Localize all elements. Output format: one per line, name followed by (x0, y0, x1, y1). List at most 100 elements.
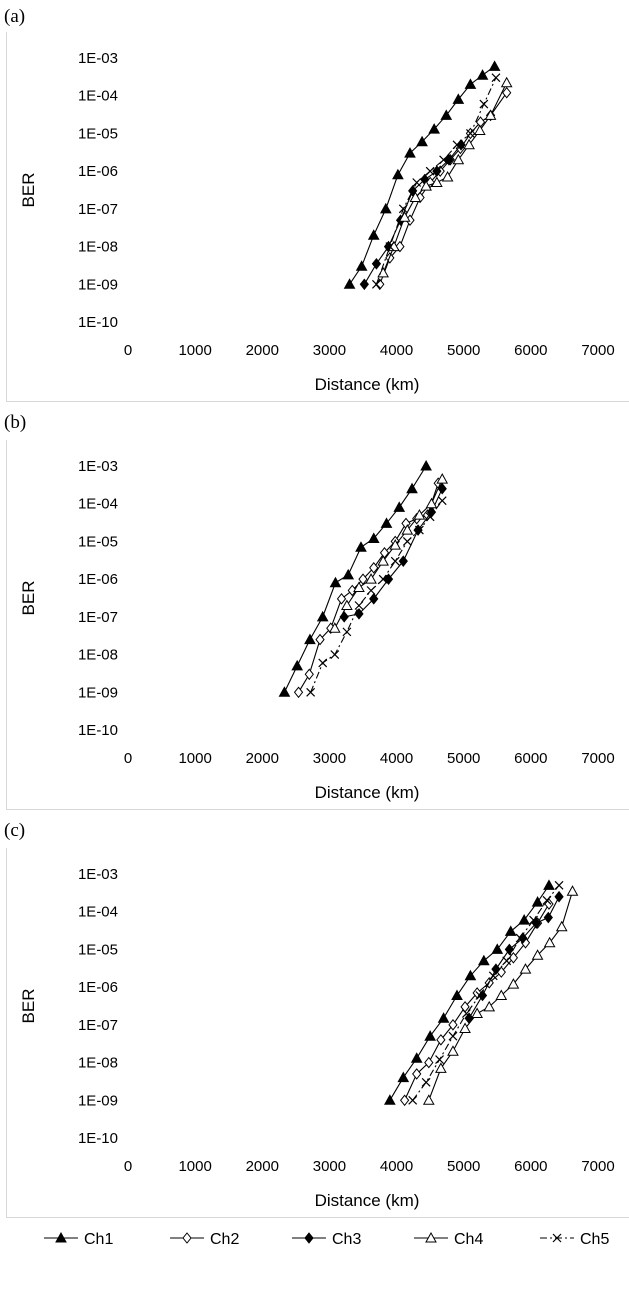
data-point-ch4 (459, 1022, 471, 1034)
series-ch2 (293, 477, 443, 699)
series-ch1 (343, 60, 501, 289)
x-tick-label: 7000 (581, 750, 614, 767)
x-axis-label: Distance (km) (315, 783, 420, 802)
series-ch3 (464, 890, 564, 1025)
data-point-ch1 (464, 78, 477, 89)
data-point-ch1 (392, 168, 404, 180)
y-tick-label: 1E-05 (78, 533, 118, 550)
data-point-ch1 (424, 1030, 436, 1041)
data-point-ch4 (441, 170, 454, 182)
data-point-ch3 (383, 573, 394, 585)
x-tick-label: 4000 (380, 342, 413, 359)
x-tick-label: 0 (124, 1158, 132, 1175)
y-tick-label: 1E-08 (78, 647, 118, 664)
data-point-ch1 (379, 202, 392, 214)
x-tick-label: 5000 (447, 750, 480, 767)
data-point-ch5 (378, 574, 388, 584)
data-point-ch4 (431, 176, 443, 187)
data-point-ch2 (304, 668, 314, 681)
data-point-ch2 (448, 1019, 458, 1031)
x-tick-label: 6000 (514, 342, 547, 359)
data-point-ch4 (377, 555, 389, 566)
data-point-ch3 (491, 963, 501, 975)
series-ch4 (328, 473, 449, 633)
data-point-ch4 (500, 76, 513, 88)
data-point-ch1 (367, 229, 380, 240)
x-tick-label: 3000 (313, 342, 346, 359)
data-point-ch5 (491, 73, 501, 83)
x-tick-label: 6000 (514, 750, 547, 767)
y-tick-label: 1E-04 (78, 904, 118, 921)
data-point-ch4 (452, 153, 465, 165)
data-point-ch3 (444, 153, 454, 166)
data-point-ch2 (293, 686, 304, 699)
y-tick-label: 1E-09 (78, 684, 118, 701)
data-point-ch5 (390, 556, 400, 566)
data-point-ch1 (380, 517, 393, 528)
data-point-ch1 (428, 123, 441, 134)
y-axis-label: BER (19, 989, 38, 1024)
data-point-ch4 (420, 180, 432, 191)
data-point-ch4 (409, 191, 422, 203)
data-point-ch4 (422, 1094, 435, 1105)
data-point-ch4 (377, 266, 389, 278)
y-axis-label: BER (19, 581, 38, 616)
x-tick-label: 0 (124, 750, 132, 767)
x-axis-label: Distance (km) (315, 1191, 420, 1210)
data-point-ch5 (542, 895, 552, 905)
data-point-ch4 (341, 599, 353, 611)
data-point-ch4 (495, 989, 508, 1001)
data-point-ch5 (372, 279, 381, 289)
data-point-ch1 (393, 501, 406, 512)
data-point-ch5 (330, 650, 340, 659)
data-point-ch5 (402, 537, 412, 546)
series-line-ch1 (349, 65, 495, 285)
series-ch1 (278, 459, 432, 697)
data-point-ch3 (437, 482, 447, 495)
series-line-ch2 (379, 92, 508, 285)
data-point-ch1 (278, 686, 291, 697)
series-ch5 (306, 496, 447, 697)
data-point-ch4 (353, 581, 365, 593)
data-point-ch4 (531, 949, 544, 960)
data-point-ch2 (369, 561, 379, 574)
series-line-ch4 (334, 478, 443, 629)
data-point-ch4 (463, 138, 475, 150)
y-tick-label: 1E-10 (78, 1130, 118, 1147)
data-point-ch5 (448, 1031, 458, 1041)
data-point-ch4 (365, 573, 377, 584)
y-tick-label: 1E-05 (78, 125, 118, 142)
series-line-ch1 (283, 465, 427, 693)
data-point-ch5 (475, 991, 485, 1000)
y-axis-label: BER (19, 173, 38, 208)
panel-frame-b (6, 440, 629, 810)
y-tick-label: 1E-09 (78, 1092, 118, 1109)
data-point-ch3 (398, 555, 408, 567)
data-point-ch5 (425, 512, 435, 522)
y-tick-label: 1E-08 (78, 1055, 118, 1072)
y-tick-label: 1E-06 (78, 571, 118, 588)
y-tick-label: 1E-04 (78, 496, 118, 513)
data-point-ch1 (397, 1071, 410, 1083)
data-point-ch5 (385, 242, 395, 251)
y-tick-label: 1E-10 (78, 722, 118, 739)
x-tick-label: 4000 (380, 1158, 413, 1175)
data-point-ch1 (491, 943, 504, 954)
legend-label: Ch4 (454, 1231, 483, 1248)
legend-marker (552, 1233, 562, 1243)
data-point-ch4 (398, 211, 411, 222)
x-tick-label: 7000 (581, 1158, 614, 1175)
data-point-ch5 (318, 658, 328, 668)
data-point-ch5 (412, 178, 422, 187)
series-ch1 (384, 879, 555, 1105)
data-point-ch1 (406, 482, 418, 494)
data-point-ch5 (554, 880, 564, 890)
data-point-ch3 (554, 890, 564, 903)
x-axis-label: Distance (km) (315, 375, 420, 394)
data-point-ch3 (504, 943, 515, 956)
data-point-ch1 (451, 989, 463, 1001)
data-point-ch4 (543, 936, 556, 948)
ber-chart-a: 1E-03 1E-04 1E-05 1E-06 1E-07 1E-08 1E-09 1E-10… (19, 50, 615, 394)
data-point-ch4 (507, 978, 520, 989)
data-point-ch4 (519, 963, 532, 974)
